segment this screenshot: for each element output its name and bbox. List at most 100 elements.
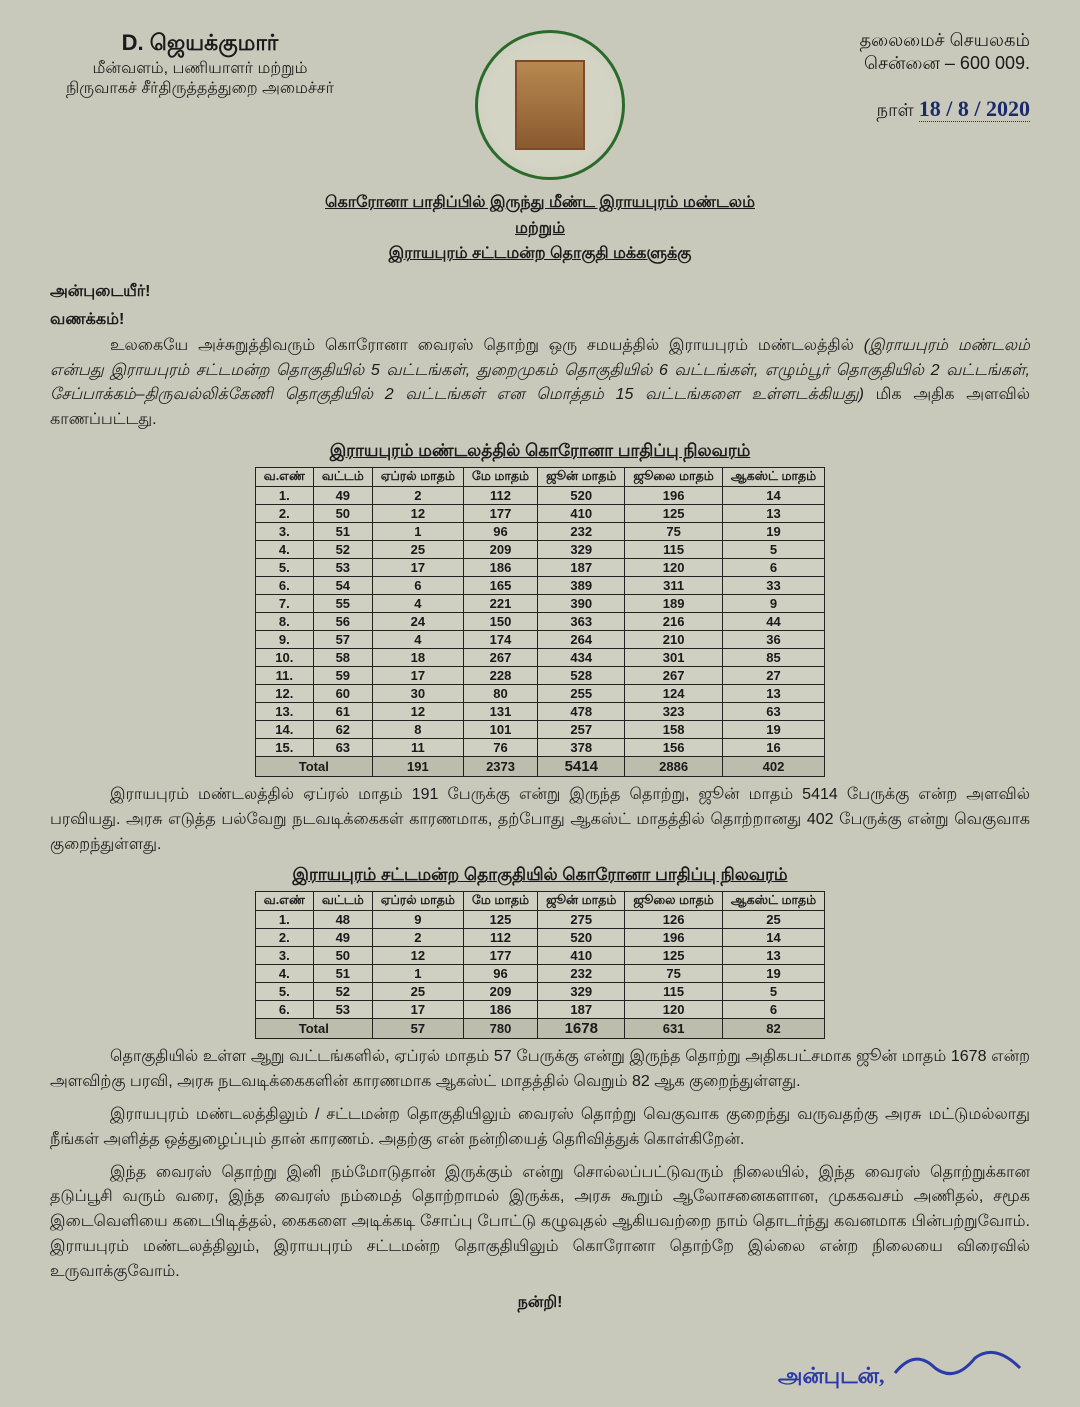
table-cell: 209 <box>463 540 537 558</box>
table-cell: 4. <box>255 965 313 983</box>
table-cell: 61 <box>313 702 372 720</box>
table-cell: 125 <box>625 947 722 965</box>
table-cell: 1 <box>372 965 463 983</box>
table-cell: 112 <box>463 929 537 947</box>
salutation-1: அன்புடையீர்! <box>50 282 1030 302</box>
table-cell: 50 <box>313 504 372 522</box>
table-cell: 216 <box>625 612 722 630</box>
table-cell: 5 <box>722 540 824 558</box>
table-cell: 2 <box>372 929 463 947</box>
table-cell: 13 <box>722 947 824 965</box>
table-row: 10.581826743430185 <box>255 648 825 666</box>
table-cell: 18 <box>372 648 463 666</box>
table-cell: 6 <box>722 1001 824 1019</box>
table-row: 8.562415036321644 <box>255 612 825 630</box>
total-cell: 2886 <box>625 756 722 776</box>
table-cell: 11. <box>255 666 313 684</box>
office-block: தலைமைச் செயலகம் சென்னை – 600 009. நாள் 1… <box>750 30 1030 123</box>
table-row: 6.53171861871206 <box>255 1001 825 1019</box>
table-cell: 60 <box>313 684 372 702</box>
table-cell: 25 <box>372 540 463 558</box>
table-cell: 4 <box>372 594 463 612</box>
table-cell: 101 <box>463 720 537 738</box>
table-row: 3.511962327519 <box>255 522 825 540</box>
total-cell: 82 <box>722 1019 824 1039</box>
table-cell: 125 <box>463 911 537 929</box>
table-cell: 55 <box>313 594 372 612</box>
table-cell: 24 <box>372 612 463 630</box>
table-header: வ.எண் <box>255 892 313 911</box>
table-cell: 410 <box>538 504 625 522</box>
table-cell: 3. <box>255 522 313 540</box>
table-header: ஜூன் மாதம் <box>538 467 625 486</box>
total-label: Total <box>255 1019 372 1039</box>
table-cell: 177 <box>463 504 537 522</box>
table-row: 5.52252093291155 <box>255 983 825 1001</box>
table2-title: இராயபுரம் சட்டமன்ற தொகுதியில் கொரோனா பாத… <box>50 865 1030 887</box>
table-header: ஏப்ரல் மாதம் <box>372 467 463 486</box>
table-cell: 13. <box>255 702 313 720</box>
table-cell: 17 <box>372 558 463 576</box>
table-cell: 323 <box>625 702 722 720</box>
table-cell: 58 <box>313 648 372 666</box>
paragraph-2: இராயபுரம் மண்டலத்தில் ஏப்ரல் மாதம் 191 ப… <box>50 783 1030 857</box>
table-cell: 9 <box>372 911 463 929</box>
designation-line-2: நிருவாகச் சீர்திருத்தத்துறை அமைச்சர் <box>50 79 350 99</box>
table-cell: 186 <box>463 1001 537 1019</box>
table-cell: 196 <box>625 486 722 504</box>
table-cell: 2. <box>255 929 313 947</box>
table-cell: 51 <box>313 965 372 983</box>
table-cell: 434 <box>538 648 625 666</box>
table-cell: 56 <box>313 612 372 630</box>
table-cell: 13 <box>722 504 824 522</box>
table-row: 12.60308025512413 <box>255 684 825 702</box>
table-cell: 156 <box>625 738 722 756</box>
table-cell: 11 <box>372 738 463 756</box>
title-line-1: கொரோனா பாதிப்பில் இருந்து மீண்ட இராயபுரம… <box>50 190 1030 216</box>
table-total-row: Total191237354142886402 <box>255 756 825 776</box>
table-cell: 126 <box>625 911 722 929</box>
designation-line-1: மீன்வளம், பணியாளர் மற்றும் <box>50 59 350 79</box>
table-header: ஆகஸ்ட் மாதம் <box>722 467 824 486</box>
office-line-1: தலைமைச் செயலகம் <box>750 30 1030 53</box>
table-cell: 189 <box>625 594 722 612</box>
table-row: 5.53171861871206 <box>255 558 825 576</box>
table-row: 2.501217741012513 <box>255 504 825 522</box>
table-cell: 125 <box>625 504 722 522</box>
date-label: நாள் <box>877 100 914 120</box>
total-cell: 1678 <box>538 1019 625 1039</box>
paragraph-3: தொகுதியில் உள்ள ஆறு வட்டங்களில், ஏப்ரல் … <box>50 1045 1030 1095</box>
table-header: ஜூலை மாதம் <box>625 467 722 486</box>
table-cell: 57 <box>313 630 372 648</box>
table-cell: 19 <box>722 720 824 738</box>
tn-govt-emblem-icon <box>475 30 625 180</box>
table-cell: 177 <box>463 947 537 965</box>
paragraph-5: இந்த வைரஸ் தொற்று இனி நம்மோடுதான் இருக்க… <box>50 1161 1030 1285</box>
emblem-block <box>470 30 630 180</box>
sender-block: D. ஜெயக்குமார் மீன்வளம், பணியாளர் மற்றும… <box>50 30 350 99</box>
table-row: 4.511962327519 <box>255 965 825 983</box>
table-cell: 16 <box>722 738 824 756</box>
table-cell: 48 <box>313 911 372 929</box>
letterhead: D. ஜெயக்குமார் மீன்வளம், பணியாளர் மற்றும… <box>50 30 1030 180</box>
table-cell: 120 <box>625 558 722 576</box>
table-header: வட்டம் <box>313 892 372 911</box>
total-cell: 2373 <box>463 756 537 776</box>
closing-thanks: நன்றி! <box>50 1293 1030 1313</box>
table-cell: 150 <box>463 612 537 630</box>
table-cell: 158 <box>625 720 722 738</box>
table-cell: 2. <box>255 504 313 522</box>
table-cell: 6. <box>255 576 313 594</box>
table-cell: 124 <box>625 684 722 702</box>
table-cell: 255 <box>538 684 625 702</box>
title-line-3: இராயபுரம் சட்டமன்ற தொகுதி மக்களுக்கு <box>50 241 1030 267</box>
total-cell: 780 <box>463 1019 537 1039</box>
table-cell: 51 <box>313 522 372 540</box>
table-row: 7.5542213901899 <box>255 594 825 612</box>
table-header: வட்டம் <box>313 467 372 486</box>
covid-zone-table: வ.எண்வட்டம்ஏப்ரல் மாதம்மே மாதம்ஜூன் மாதம… <box>255 467 826 777</box>
table-cell: 267 <box>625 666 722 684</box>
table-cell: 6 <box>722 558 824 576</box>
table-cell: 6 <box>372 576 463 594</box>
table-cell: 17 <box>372 666 463 684</box>
